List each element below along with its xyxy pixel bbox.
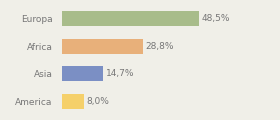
Text: 48,5%: 48,5% <box>202 14 230 23</box>
Text: 8,0%: 8,0% <box>87 97 109 106</box>
Bar <box>62 66 103 81</box>
Bar <box>62 11 199 26</box>
Text: 28,8%: 28,8% <box>146 42 174 51</box>
Bar <box>62 39 143 54</box>
Text: 14,7%: 14,7% <box>106 69 134 78</box>
Bar <box>62 94 84 109</box>
